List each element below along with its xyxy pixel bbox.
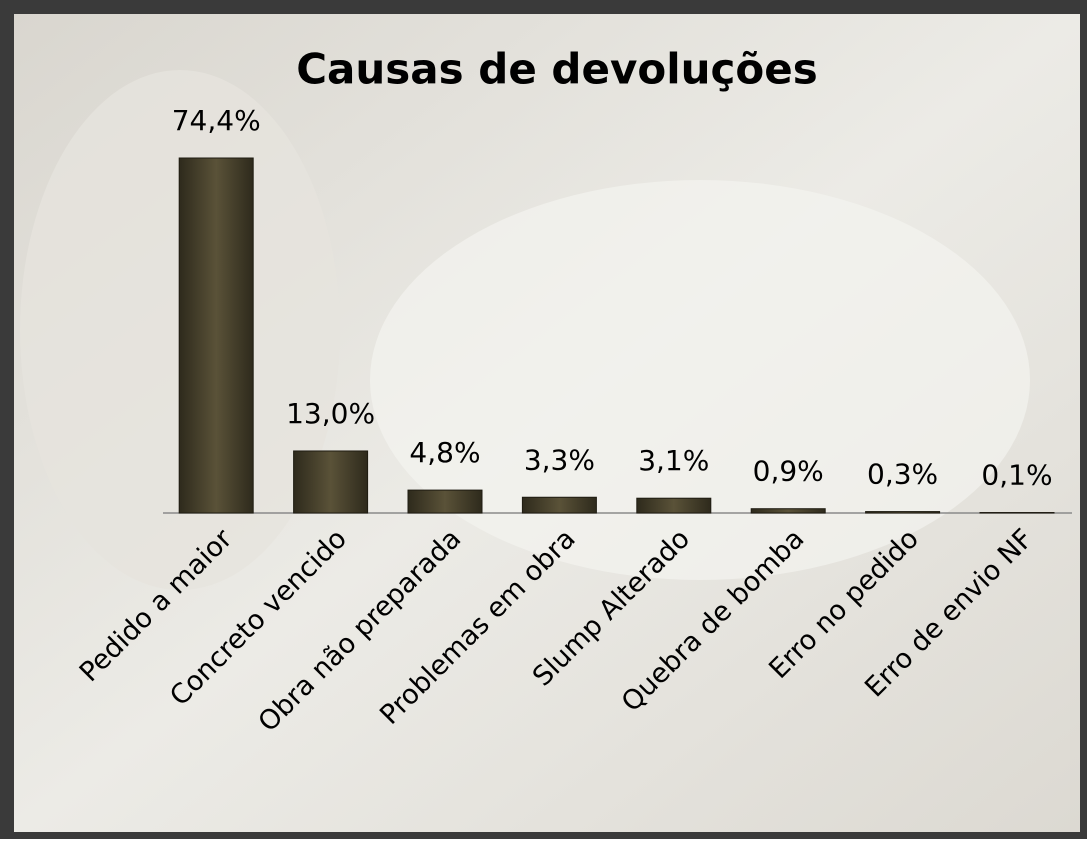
bar: [294, 451, 368, 513]
value-label: 74,4%: [172, 104, 261, 137]
chart-title: Causas de devoluções: [296, 45, 818, 94]
value-label: 3,3%: [524, 443, 595, 476]
background-shape: [370, 180, 1030, 580]
bar: [751, 509, 825, 513]
bar: [522, 497, 596, 513]
value-label: 13,0%: [286, 397, 375, 430]
value-label: 0,9%: [753, 455, 824, 488]
value-label: 3,1%: [638, 444, 709, 477]
bar: [179, 158, 253, 513]
chart: Causas de devoluções 74,4%Pedido a maior…: [0, 0, 1087, 839]
bar: [866, 512, 940, 513]
value-label: 4,8%: [409, 436, 480, 469]
value-label: 0,3%: [867, 458, 938, 491]
value-label: 0,1%: [981, 459, 1052, 492]
bar: [408, 490, 482, 513]
bar: [637, 498, 711, 513]
